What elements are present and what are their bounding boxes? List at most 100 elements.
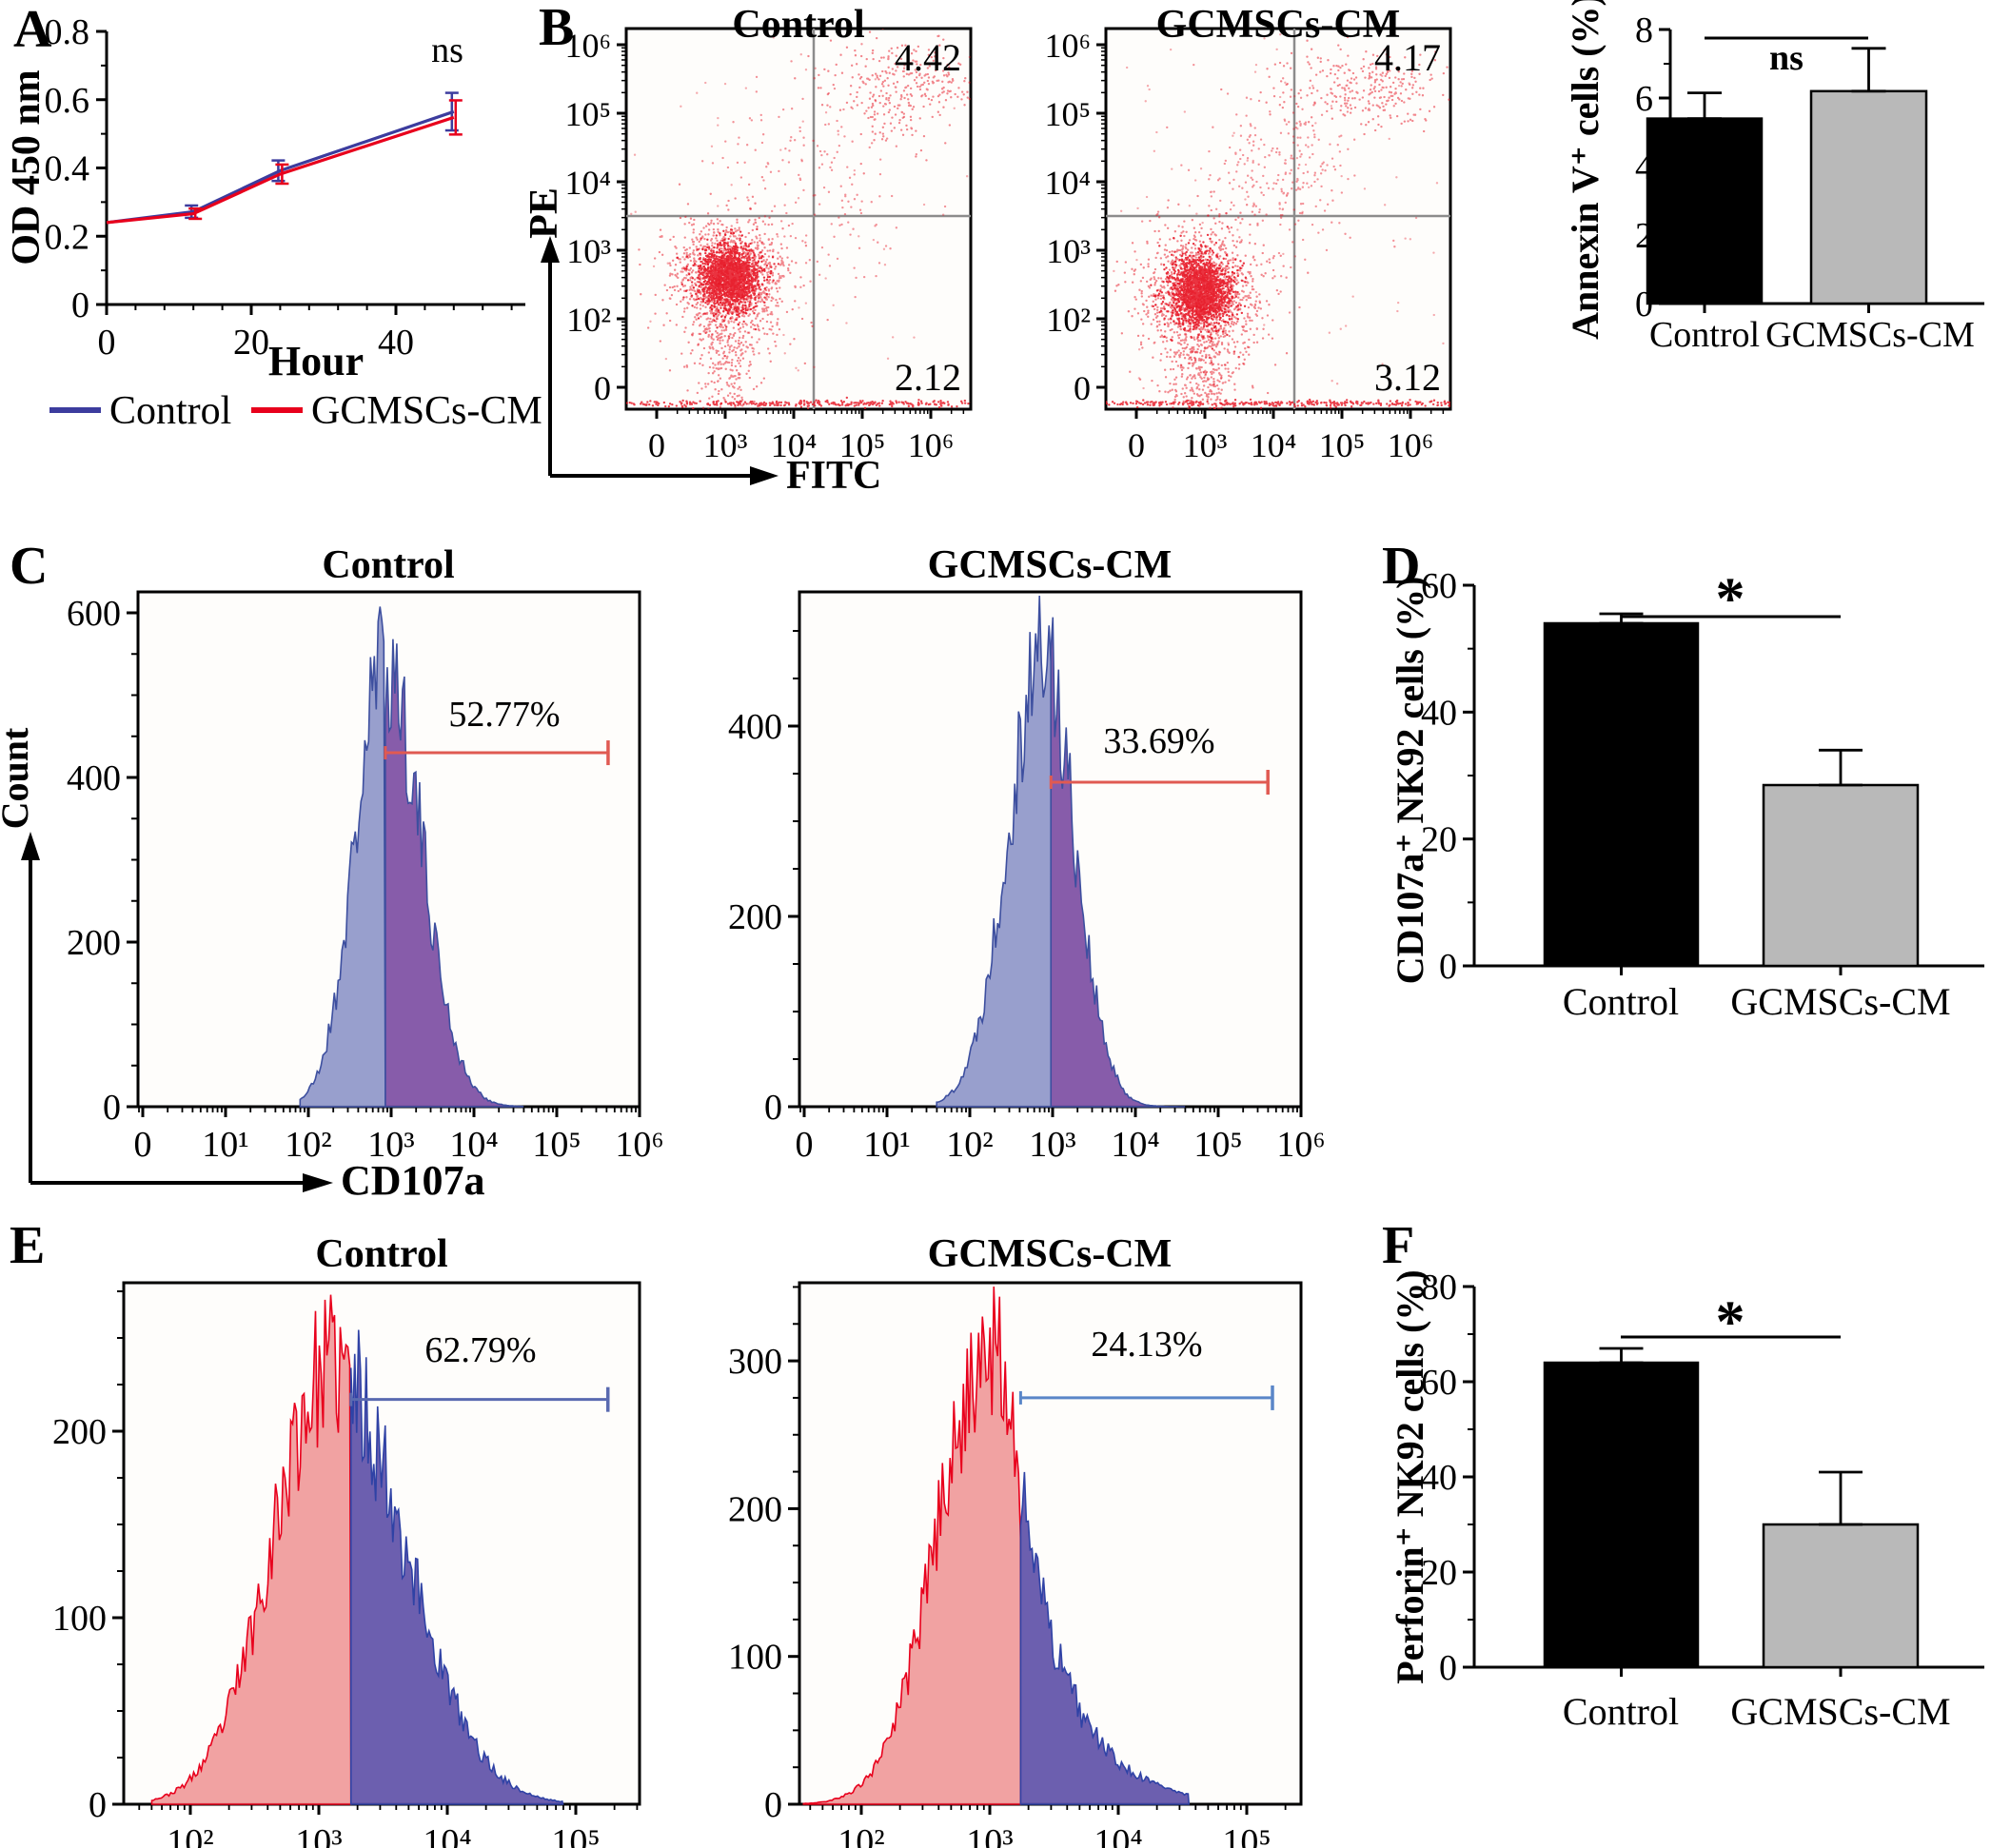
- y-tick-label: 20: [1421, 820, 1457, 860]
- panel-E-hist-control: 0 100 200 10² 10³ 10⁴ 10⁵: [52, 1281, 641, 1848]
- y-tick-label: 200: [728, 897, 782, 937]
- scatter-points-cluster-1: [1114, 182, 1310, 409]
- panel-D-bar: 0 20 40 60: [1421, 566, 1984, 987]
- x-tick-label: 10⁵: [1319, 426, 1366, 464]
- y-tick-label: 10³: [1046, 232, 1091, 270]
- b-plot2-quadrant-upper-right: 4.17: [1374, 36, 1441, 79]
- y-tick-label: 10⁵: [1044, 95, 1091, 133]
- series-line-GCMSCs-CM: [106, 115, 455, 225]
- a-y-tick-label: 0: [71, 285, 89, 325]
- scatter-points-cluster-5: [1113, 33, 1445, 390]
- bar-GCMSCs-CM: [1762, 1523, 1920, 1669]
- scatter-points-cluster-3: [1220, 35, 1450, 136]
- x-tick-label: 10⁶: [1388, 426, 1434, 464]
- d-sig-star: *: [1715, 566, 1745, 632]
- y-tick-label: 400: [67, 758, 121, 798]
- annexin-y-axis-title: Annexin V⁺ cells (%): [1564, 0, 1607, 340]
- fitc-axis-label: FITC: [786, 454, 882, 498]
- x-tick-label: 10⁶: [1276, 1125, 1325, 1165]
- y-tick-label: 60: [1421, 1363, 1457, 1403]
- f-cat-gcmscs-cm: GCMSCs-CM: [1730, 1690, 1951, 1733]
- d-cat-control: Control: [1562, 980, 1680, 1023]
- y-tick-label: 100: [52, 1599, 107, 1639]
- y-tick-label: 10⁵: [564, 95, 611, 133]
- y-tick-label: 0: [594, 369, 611, 407]
- panel-b-label: B: [539, 0, 575, 57]
- scatter-points-cluster-1: [638, 175, 829, 403]
- annexin-cat-control: Control: [1648, 315, 1761, 355]
- x-tick-label: 0: [1128, 426, 1145, 464]
- scatter-points-cluster-2: [1138, 302, 1254, 409]
- histogram-left-of-gate: [150, 1294, 352, 1805]
- scatter-points-cluster-5: [630, 36, 971, 377]
- scatter-points-cluster-3: [794, 29, 971, 175]
- bar-Control: [1543, 1361, 1700, 1669]
- a-y-tick-label: 0.8: [45, 12, 90, 52]
- y-tick-label: 10⁶: [1044, 27, 1091, 65]
- x-tick-label: 10⁶: [615, 1125, 663, 1165]
- y-tick-label: 200: [728, 1489, 782, 1529]
- a-y-tick-label: 0.2: [45, 217, 90, 257]
- a-legend-label-control: Control: [109, 389, 232, 433]
- y-tick-label: 0: [89, 1785, 107, 1825]
- panel-F-bar: 0 20 40 60 80: [1421, 1268, 1984, 1688]
- x-tick-label: 10⁵: [1222, 1822, 1271, 1848]
- y-tick-label: 80: [1421, 1268, 1457, 1307]
- x-tick-label: 10⁵: [1193, 1125, 1242, 1165]
- histogram-right-of-gate: [1050, 617, 1186, 1108]
- bar-Control: [1543, 621, 1700, 968]
- y-tick-label: 6: [1635, 79, 1653, 119]
- e-plot2-gate-label: 24.13%: [1091, 1325, 1203, 1366]
- bar-GCMSCs-CM: [1809, 89, 1928, 305]
- a-ns-annotation: ns: [431, 30, 463, 71]
- panel-B-scatter-1: 0 10² 10³ 10⁴ 10⁵ 10⁶ 0 10³ 10⁴ 10⁵ 10⁶: [1044, 27, 1452, 464]
- y-tick-label: 100: [728, 1638, 782, 1678]
- panel-a-label: A: [13, 0, 52, 59]
- y-tick-label: 10³: [566, 232, 611, 270]
- x-tick-label: 10⁴: [1094, 1822, 1142, 1848]
- y-tick-label: 10²: [1046, 301, 1091, 339]
- x-tick-label: 0: [796, 1125, 814, 1165]
- x-tick-label: 10³: [1029, 1125, 1075, 1165]
- y-tick-label: 10⁶: [564, 27, 611, 65]
- panel-B-scatter-0: 0 10² 10³ 10⁴ 10⁵ 10⁶ 0 10³ 10⁴ 10⁵ 10⁶: [564, 27, 973, 464]
- x-tick-label: 10⁶: [908, 426, 955, 464]
- scatter-points-cluster-2: [668, 263, 783, 409]
- count-axis-label: Count: [0, 727, 36, 830]
- x-tick-label: 10¹: [202, 1125, 248, 1165]
- x-tick-label: 10³: [295, 1822, 342, 1848]
- f-cat-control: Control: [1562, 1690, 1680, 1733]
- scatter-points-cluster-4: [1140, 63, 1404, 323]
- panel-f-label: F: [1382, 1216, 1415, 1275]
- histogram-left-of-gate: [802, 1286, 1022, 1805]
- panel-e-label: E: [10, 1216, 46, 1275]
- panel-E-hist-gcmscs: 0 100 200 300 10² 10³ 10⁴ 10⁵: [728, 1281, 1303, 1848]
- y-tick-label: 40: [1421, 693, 1457, 733]
- x-tick-label: 10⁵: [532, 1125, 581, 1165]
- cd107a-arrow-head: [303, 1173, 333, 1192]
- fitc-arrow-head: [750, 466, 779, 485]
- panel-A: 0 0.2 0.4 0.6 0.8 0 20 40: [45, 12, 525, 413]
- y-tick-label: 600: [67, 594, 121, 634]
- x-tick-label: 10³: [1183, 426, 1228, 464]
- histogram-right-of-gate: [384, 639, 524, 1108]
- b-plot2-quadrant-lower-right: 3.12: [1374, 356, 1441, 399]
- f-y-axis-title: Perforin⁺ NK92 cells (%): [1389, 1269, 1431, 1684]
- y-tick-label: 300: [728, 1342, 782, 1382]
- histogram-right-of-gate: [349, 1329, 564, 1805]
- c-plot2-title: GCMSCs-CM: [927, 543, 1173, 587]
- annexin-ns-annotation: ns: [1769, 38, 1804, 79]
- y-tick-label: 20: [1421, 1553, 1457, 1593]
- x-tick-label: 0: [648, 426, 665, 464]
- a-legend-label-gcmscs-cm: GCMSCs-CM: [311, 389, 542, 433]
- scatter-points-cluster-4: [700, 43, 947, 299]
- x-tick-label: 10²: [285, 1125, 331, 1165]
- c-plot2-gate-label: 33.69%: [1103, 721, 1215, 762]
- d-y-axis-title: CD107a⁺ NK92 cells (%): [1389, 576, 1431, 985]
- e-plot1-gate-label: 62.79%: [424, 1330, 537, 1371]
- a-y-tick-label: 0.6: [45, 81, 90, 121]
- histogram-left-of-gate: [299, 606, 386, 1108]
